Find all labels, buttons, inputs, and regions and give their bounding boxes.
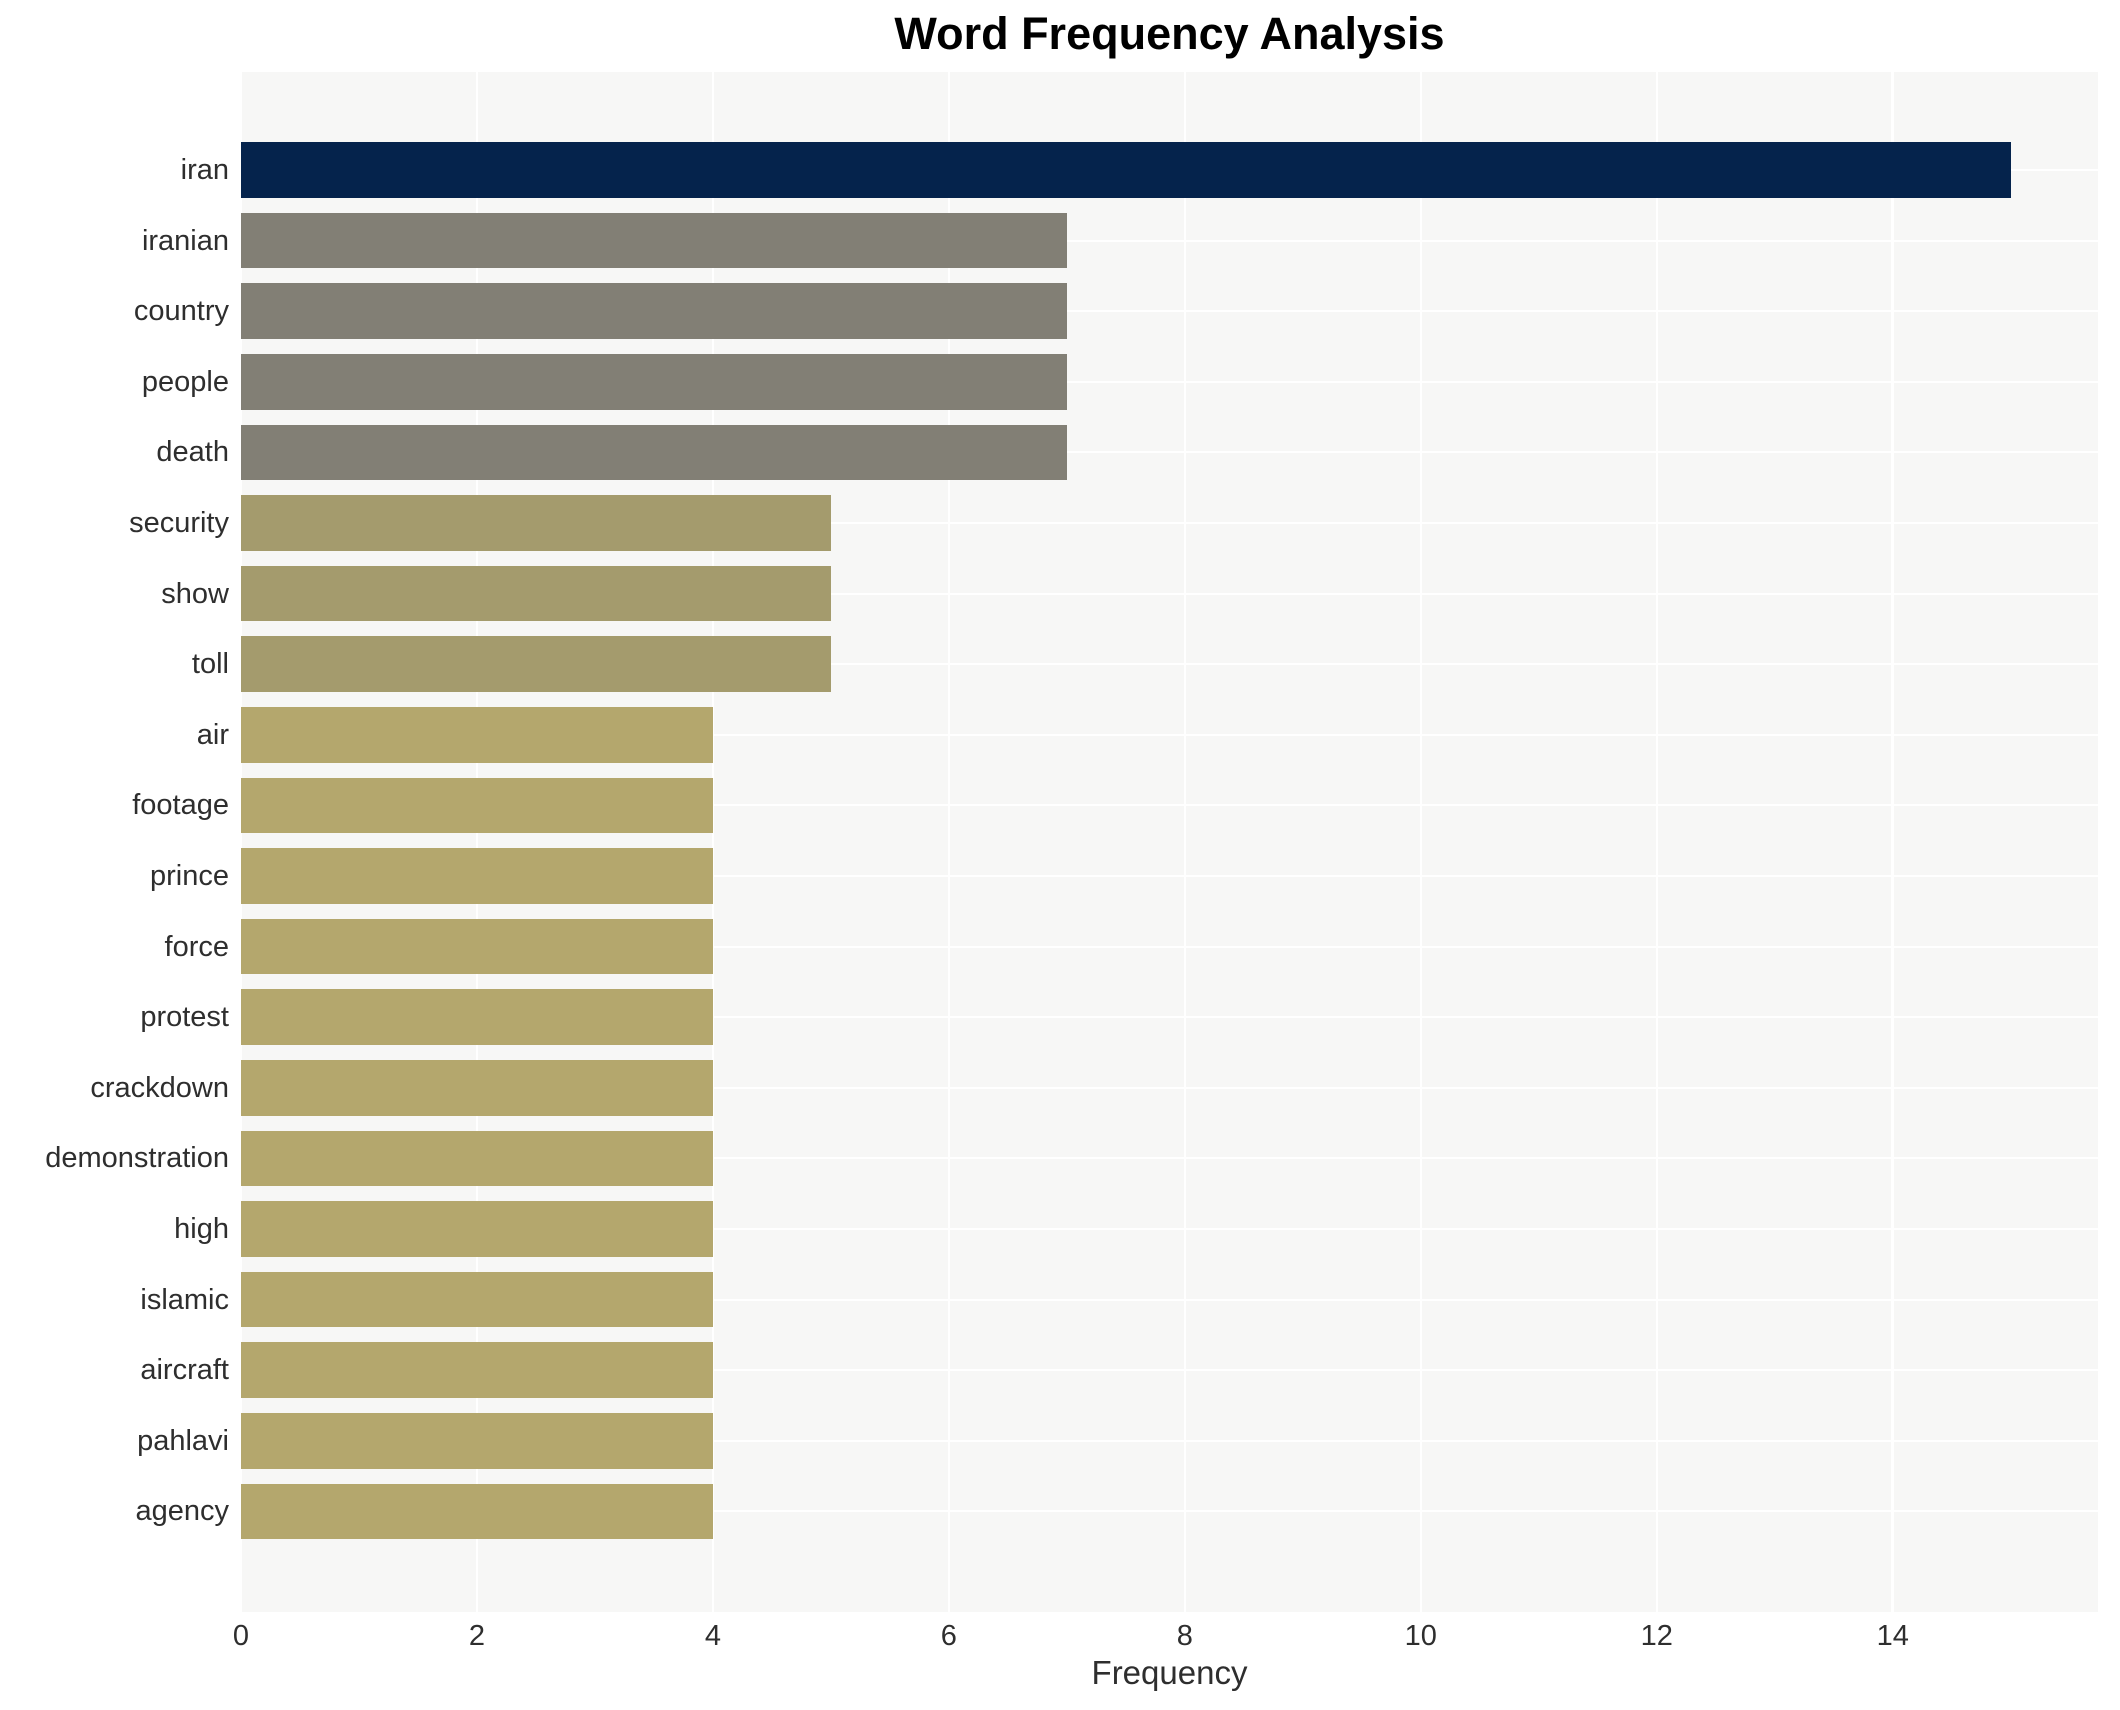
x-tick-label-8: 8: [1176, 1620, 1193, 1652]
bar-iran: [241, 142, 2011, 198]
x-tick-label-14: 14: [1876, 1620, 1909, 1652]
bar-people: [241, 354, 1067, 410]
bar-agency: [241, 1483, 713, 1540]
gridline-y-demonstration: [241, 1157, 2098, 1160]
category-label-footage: footage: [132, 789, 229, 822]
category-label-iranian: iranian: [141, 224, 229, 257]
category-label-high: high: [174, 1213, 229, 1245]
category-label-force: force: [164, 930, 229, 963]
x-tick-label-6: 6: [940, 1620, 957, 1652]
gridline-x-12: [1655, 72, 1658, 1612]
category-label-islamic: islamic: [140, 1283, 229, 1316]
gridline-y-aircraft: [241, 1369, 2098, 1372]
x-tick-label-4: 4: [704, 1620, 721, 1652]
bar-crackdown: [241, 1060, 713, 1116]
bar-security: [241, 495, 831, 551]
category-label-toll: toll: [191, 648, 229, 681]
category-label-country: country: [133, 295, 229, 328]
gridline-x-6: [947, 72, 951, 1612]
category-label-protest: protest: [140, 1001, 229, 1034]
gridline-x-8: [1183, 72, 1187, 1612]
gridline-y-islamic: [241, 1298, 2098, 1301]
gridline-x-2: [475, 72, 479, 1612]
bar-aircraft: [241, 1342, 713, 1398]
bar-iranian: [241, 212, 1067, 269]
bar-country: [241, 283, 1067, 339]
gridline-y-toll: [241, 663, 2098, 666]
gridline-y-footage: [241, 804, 2098, 807]
gridline-x-10: [1419, 72, 1423, 1612]
x-tick-label-12: 12: [1640, 1620, 1673, 1652]
category-label-air: air: [196, 718, 229, 751]
gridline-x-14: [1891, 72, 1894, 1612]
gridline-x-0: [239, 72, 243, 1612]
bar-death: [241, 424, 1067, 481]
gridline-y-air: [241, 733, 2098, 736]
gridline-y-country: [241, 310, 2098, 313]
gridline-y-show: [241, 592, 2098, 595]
category-label-show: show: [161, 577, 229, 610]
gridline-y-force: [241, 945, 2098, 948]
bar-pahlavi: [241, 1413, 713, 1469]
bar-demonstration: [241, 1130, 713, 1187]
gridline-y-prince: [241, 875, 2098, 877]
x-axis-title: Frequency: [1091, 1654, 1248, 1691]
bar-show: [241, 565, 831, 622]
bar-air: [241, 707, 713, 763]
category-label-people: people: [141, 365, 229, 398]
bar-protest: [241, 989, 713, 1045]
bar-footage: [241, 777, 713, 834]
x-tick-label-2: 2: [468, 1620, 486, 1652]
gridline-y-agency: [241, 1510, 2098, 1513]
bar-force: [241, 918, 713, 975]
category-label-death: death: [156, 436, 229, 469]
bar-high: [241, 1201, 713, 1257]
category-label-demonstration: demonstration: [45, 1142, 229, 1175]
category-label-crackdown: crackdown: [90, 1071, 229, 1104]
y-axis-labels: iran iranian country people death security sho…: [0, 72, 229, 1612]
category-label-iran: iran: [180, 154, 229, 186]
bar-islamic: [241, 1271, 713, 1328]
gridline-y-people: [241, 380, 2098, 383]
gridline-y-iranian: [241, 239, 2098, 242]
gridline-y-protest: [241, 1016, 2098, 1019]
x-tick-label-10: 10: [1404, 1620, 1437, 1652]
gridline-y-death: [241, 451, 2098, 454]
plot-area: [239, 72, 2098, 1612]
gridline-y-security: [241, 522, 2098, 524]
bar-prince: [241, 848, 713, 904]
gridline-y-high: [241, 1228, 2098, 1230]
x-tick-label-0: 0: [232, 1620, 250, 1652]
category-label-prince: prince: [150, 860, 229, 892]
chart-title: Word Frequency Analysis: [894, 8, 1445, 59]
bar-toll: [241, 636, 831, 692]
category-label-pahlavi: pahlavi: [137, 1424, 229, 1457]
category-label-aircraft: aircraft: [140, 1354, 229, 1387]
category-label-security: security: [129, 507, 229, 539]
gridline-x-4: [711, 72, 715, 1612]
gridline-y-pahlavi: [241, 1439, 2098, 1442]
category-label-agency: agency: [135, 1495, 229, 1528]
gridline-y-crackdown: [241, 1086, 2098, 1089]
